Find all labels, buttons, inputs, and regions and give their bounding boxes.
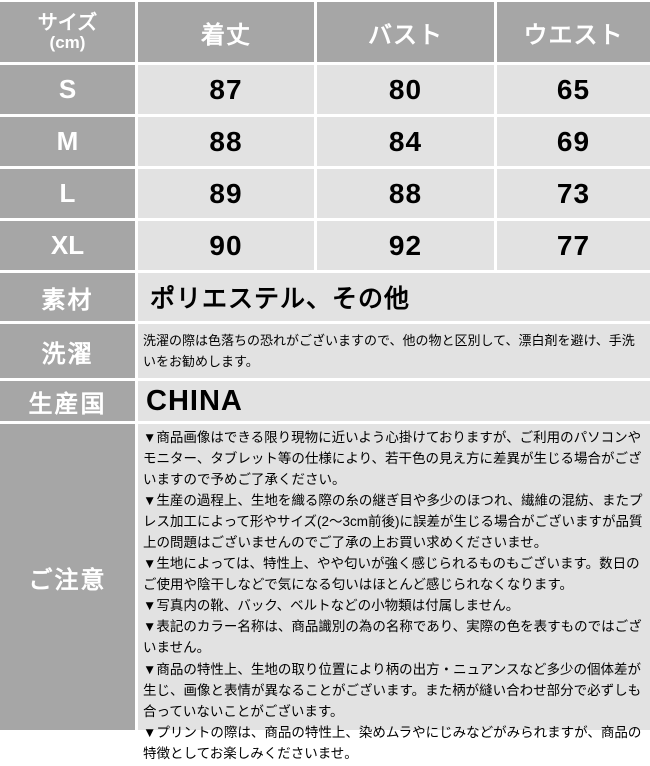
size-header-cell: サイズ (cm) bbox=[0, 2, 135, 62]
notice-item: ▼商品画像はできる限り現物に近いよう心掛けておりますが、ご利用のパソコンやモニタ… bbox=[143, 430, 642, 488]
value-m-length: 88 bbox=[138, 117, 314, 166]
value-s-waist: 65 bbox=[497, 65, 650, 114]
notice-item: ▼生地によっては、特性上、やや匂いが強く感じられるものもございます。数日のご使用… bbox=[143, 556, 640, 593]
value-s-length: 87 bbox=[138, 65, 314, 114]
column-header-length: 着丈 bbox=[138, 2, 314, 62]
notice-item: ▼プリントの際は、商品の特性上、染めムラやにじみなどがみられますが、商品の特徴と… bbox=[143, 724, 642, 761]
notice-item: ▼写真内の靴、バック、ベルトなどの小物類は付属しません。 bbox=[143, 598, 520, 614]
notice-label: ご注意 bbox=[0, 424, 135, 730]
size-row-label-s: S bbox=[0, 65, 135, 114]
value-l-length: 89 bbox=[138, 169, 314, 218]
column-header-bust: バスト bbox=[317, 2, 494, 62]
material-label: 素材 bbox=[0, 273, 135, 321]
value-l-bust: 88 bbox=[317, 169, 494, 218]
country-of-origin-value: CHINA bbox=[138, 381, 650, 421]
notice-body: ▼商品画像はできる限り現物に近いよう心掛けておりますが、ご利用のパソコンやモニタ… bbox=[138, 424, 650, 761]
value-xl-length: 90 bbox=[138, 221, 314, 270]
value-m-bust: 84 bbox=[317, 117, 494, 166]
notice-list: ▼商品画像はできる限り現物に近いよう心掛けておりますが、ご利用のパソコンやモニタ… bbox=[138, 424, 650, 766]
value-xl-bust: 92 bbox=[317, 221, 494, 270]
column-header-waist: ウエスト bbox=[497, 2, 650, 62]
size-row-label-xl: XL bbox=[0, 221, 135, 270]
size-row-label-m: M bbox=[0, 117, 135, 166]
washing-label: 洗濯 bbox=[0, 324, 135, 378]
material-value: ポリエステル、その他 bbox=[138, 273, 650, 321]
notice-item: ▼生産の過程上、生地を織る際の糸の継ぎ目や多少のほつれ、繊維の混紡、またプレス加… bbox=[143, 493, 643, 551]
notice-item: ▼表記のカラー名称は、商品識別の為の名称であり、実際の色を表すものではございませ… bbox=[143, 619, 642, 656]
size-header-label: サイズ bbox=[37, 11, 98, 34]
notice-item: ▼商品の特性上、生地の取り位置により柄の出方・ニュアンスなど多少の個体差が生じ、… bbox=[143, 661, 642, 719]
size-row-label-l: L bbox=[0, 169, 135, 218]
washing-value: 洗濯の際は色落ちの恐れがございますので、他の物と区別して、漂白剤を避け、手洗いを… bbox=[138, 324, 650, 378]
value-xl-waist: 77 bbox=[497, 221, 650, 270]
country-of-origin-label: 生産国 bbox=[0, 381, 135, 421]
value-m-waist: 69 bbox=[497, 117, 650, 166]
value-s-bust: 80 bbox=[317, 65, 494, 114]
size-header-unit: (cm) bbox=[49, 32, 86, 52]
value-l-waist: 73 bbox=[497, 169, 650, 218]
